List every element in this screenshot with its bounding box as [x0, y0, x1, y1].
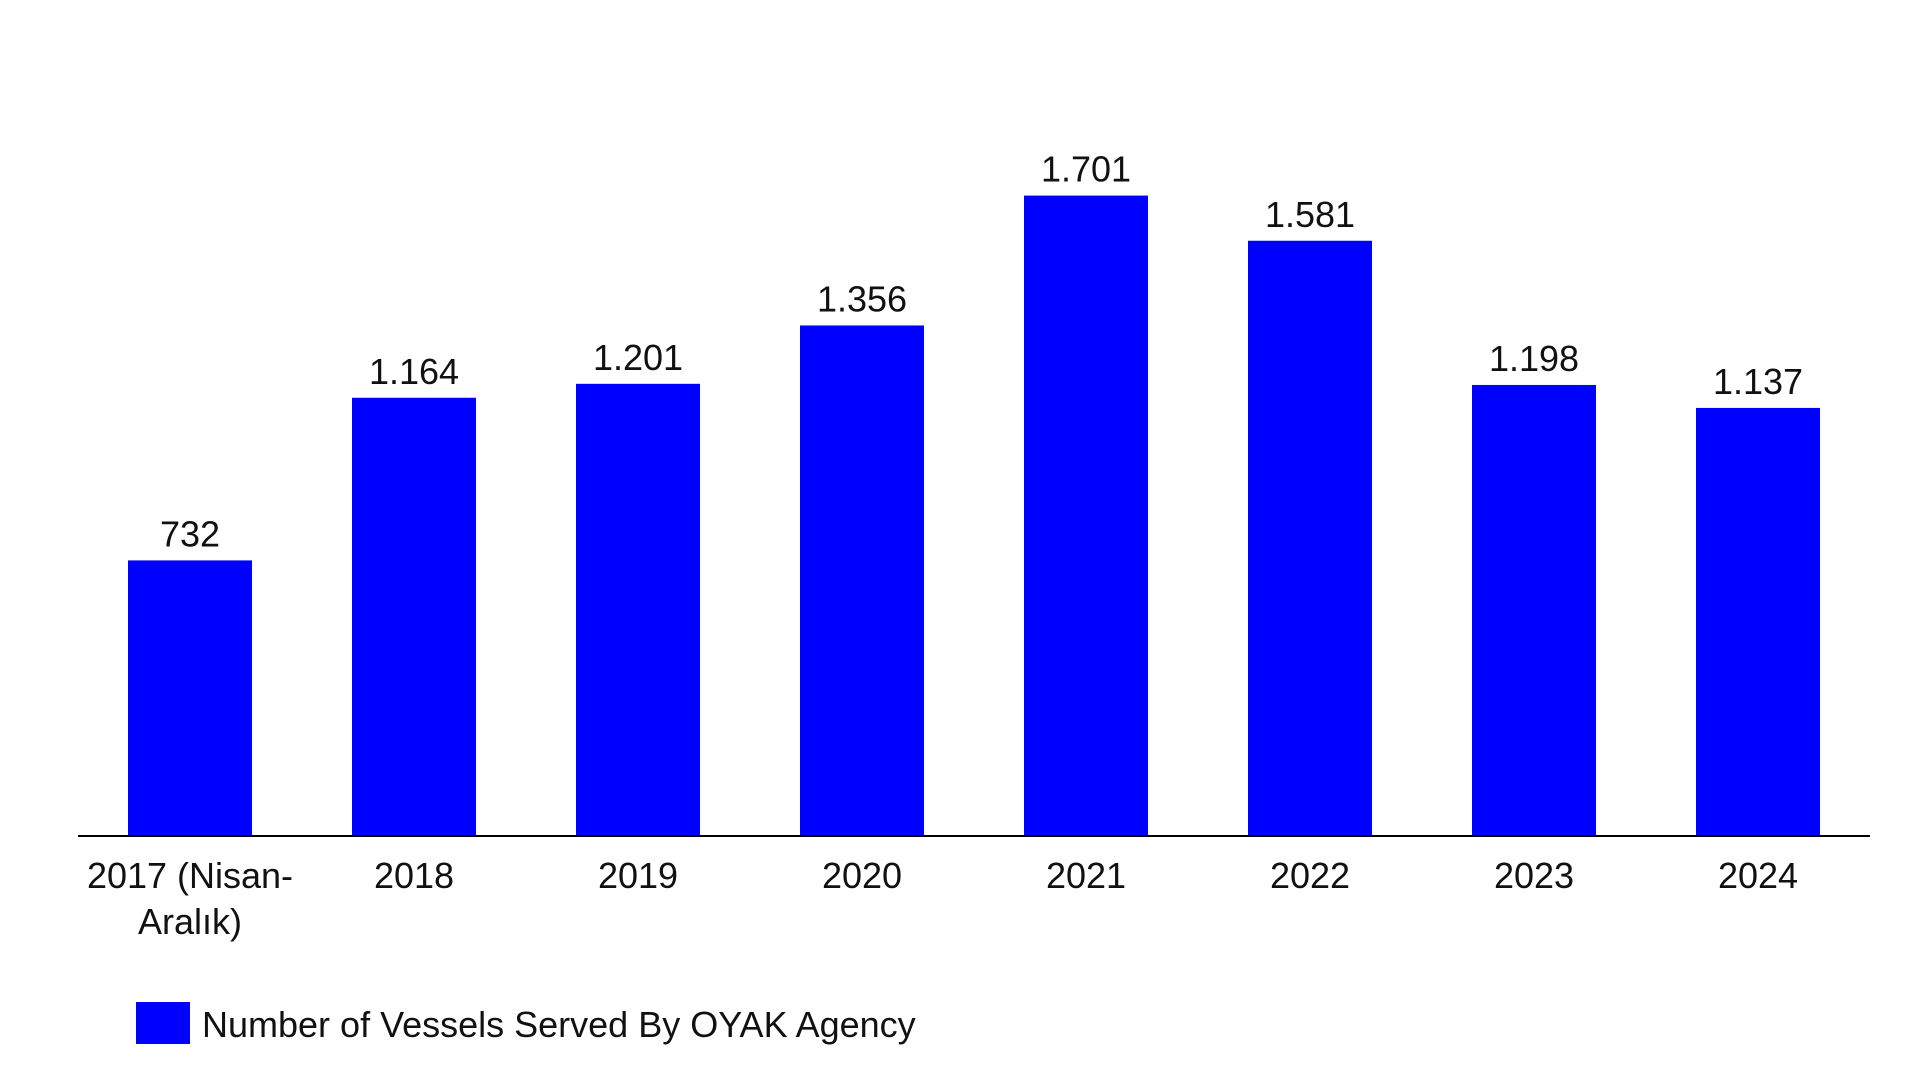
bar-4: [800, 325, 924, 836]
x-tick-labels-group: 2017 (Nisan-Aralık) 2018 2019 2020 2021 2022 2…: [87, 855, 1798, 942]
legend-swatch: [136, 1002, 190, 1044]
data-label-6: 1.581: [1265, 194, 1355, 235]
bar-8: [1696, 407, 1820, 836]
x-tick-label-6: 2022: [1270, 855, 1350, 896]
x-tick-label-4: 2020: [822, 855, 902, 896]
data-label-8: 1.137: [1713, 361, 1803, 402]
x-tick-label-8: 2024: [1718, 855, 1798, 896]
legend: Number of Vessels Served By OYAK Agency: [136, 1002, 916, 1045]
x-tick-label-3: 2019: [598, 855, 678, 896]
x-tick-label-7: 2023: [1494, 855, 1574, 896]
bar-2: [352, 397, 476, 836]
data-labels-group: 732 1.164 1.201 1.356 1.701 1.581 1.198 1.137: [160, 149, 1803, 555]
data-label-2: 1.164: [369, 351, 459, 392]
legend-label: Number of Vessels Served By OYAK Agency: [202, 1004, 916, 1045]
data-label-4: 1.356: [817, 278, 907, 319]
data-label-7: 1.198: [1489, 338, 1579, 379]
bars-group: [128, 195, 1820, 837]
x-tick-label-2: 2018: [374, 855, 454, 896]
data-label-1: 732: [160, 513, 220, 554]
bar-7: [1472, 384, 1596, 836]
x-tick-label-1: 2017 (Nisan-Aralık): [87, 855, 293, 942]
bar-3: [576, 383, 700, 836]
bar-1: [128, 560, 252, 836]
x-tick-label-5: 2021: [1046, 855, 1126, 896]
bar-6: [1248, 240, 1372, 837]
data-label-3: 1.201: [593, 337, 683, 378]
bar-5: [1024, 195, 1148, 837]
data-label-5: 1.701: [1041, 149, 1131, 190]
